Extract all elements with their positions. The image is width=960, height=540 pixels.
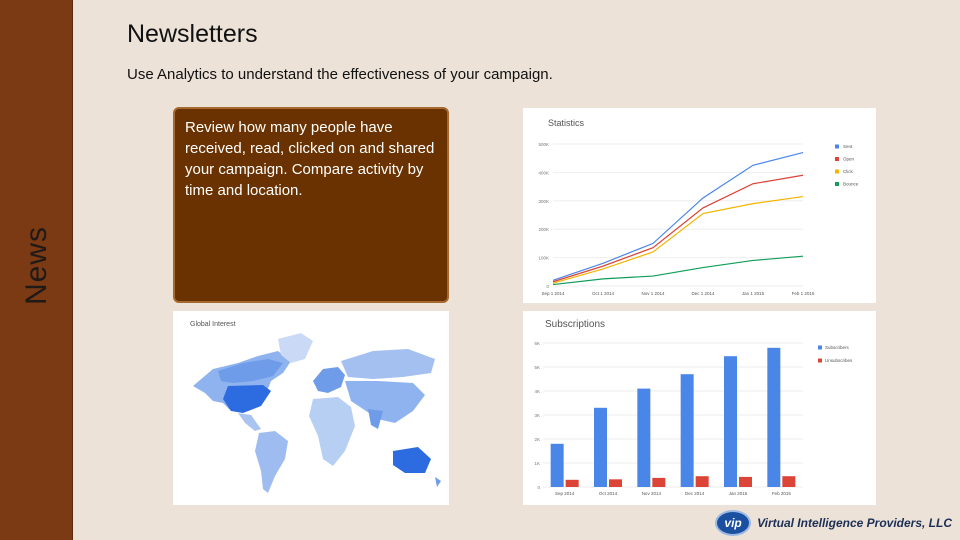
subs-x-tick: Feb 2015: [772, 491, 792, 496]
stats-y-tick: 300K: [538, 199, 549, 204]
stats-y-tick: 500K: [538, 142, 549, 147]
stats-legend-label: Click: [843, 169, 853, 174]
subs-bar-subscribers: [637, 388, 651, 487]
subs-y-tick: 3K: [534, 413, 540, 418]
statistics-chart: Statistics 0 100K 200K 300K 400K 500K Sep 1 20…: [538, 118, 859, 296]
map-panel: Global Interest: [173, 311, 449, 505]
subs-bar-subscribers: [594, 407, 607, 487]
subs-y-tick: 5K: [534, 365, 540, 370]
stats-series-sent: [552, 151, 804, 281]
callout-box: Review how many people have received, re…: [173, 107, 449, 303]
stats-series-bounce: [552, 255, 804, 286]
stats-legend-swatch: [835, 157, 839, 161]
map-region-greenland: [278, 333, 313, 363]
stats-x-tick: Nov 1 2014: [641, 291, 665, 296]
subs-x-tick: Jan 2015: [729, 491, 748, 496]
stats-x-tick: Dec 1 2014: [691, 291, 715, 296]
subs-x-tick: Nov 2014: [642, 491, 662, 496]
map-region-canada: [218, 359, 283, 383]
subs-bar-subscribers: [550, 443, 564, 487]
subs-legend-label: Unsubscribes: [825, 358, 853, 363]
statistics-panel: Statistics 0 100K 200K 300K 400K 500K Sep 1 20…: [523, 108, 876, 303]
callout-text: Review how many people have received, re…: [185, 119, 435, 199]
subscriptions-chart: Subscriptions 0 1K 2K 3K 4K 5K 6K Sep 2014 Oct 2…: [534, 319, 853, 496]
subs-legend-label: Subscribers: [825, 345, 850, 350]
slide-subtitle: Use Analytics to understand the effectiv…: [127, 66, 553, 83]
subs-bar-subscribers: [767, 347, 781, 487]
map-region-europe: [313, 367, 345, 393]
subscriptions-title: Subscriptions: [545, 319, 605, 330]
map-region-india: [368, 409, 383, 429]
subs-legend-swatch: [818, 358, 822, 363]
subscriptions-panel: Subscriptions 0 1K 2K 3K 4K 5K 6K Sep 2014 Oct 2…: [523, 311, 876, 505]
sidebar-band: News: [0, 0, 73, 540]
stats-legend-swatch: [835, 169, 839, 174]
stats-series-click: [552, 195, 804, 284]
map-region-asia: [345, 381, 425, 423]
stats-series-open: [552, 174, 804, 283]
map-region-usa: [223, 385, 271, 413]
stats-x-tick: Jan 1 2015: [742, 291, 765, 296]
subs-bar-unsubscribes: [739, 476, 752, 487]
stats-y-tick: 400K: [538, 170, 549, 175]
map-region-australia: [393, 447, 431, 473]
stats-y-tick: 0: [546, 284, 549, 289]
subs-bar-subscribers: [724, 356, 737, 487]
subs-bar-unsubscribes: [565, 479, 579, 487]
subs-x-tick: Oct 2014: [599, 491, 618, 496]
stats-legend-label: Bounce: [843, 182, 859, 187]
subs-y-tick: 0: [537, 485, 540, 490]
subs-bar-unsubscribes: [652, 477, 666, 487]
company-name: Virtual Intelligence Providers, LLC: [757, 516, 952, 530]
stats-legend-label: Open: [843, 157, 855, 162]
subs-legend-swatch: [818, 345, 822, 350]
map-region-new-zealand: [435, 477, 441, 487]
subs-x-tick: Sep 2014: [555, 491, 575, 496]
stats-y-tick: 200K: [538, 227, 549, 232]
stats-x-tick: Oct 1 2014: [592, 291, 615, 296]
map-region-africa: [309, 397, 355, 466]
map-region-central-america: [238, 413, 261, 431]
stats-y-tick: 100K: [538, 256, 549, 261]
stats-legend-swatch: [835, 182, 839, 186]
subs-y-tick: 4K: [534, 389, 540, 394]
map-region-south-america: [255, 431, 288, 493]
map-title: Global Interest: [190, 321, 236, 328]
stats-x-tick: Sep 1 2014: [541, 291, 565, 296]
map-region-russia: [341, 349, 435, 379]
stats-x-tick: Feb 1 2015: [792, 291, 815, 296]
stats-legend-swatch: [835, 144, 839, 149]
subs-bar-unsubscribes: [782, 476, 796, 487]
stats-legend-label: Sent: [843, 144, 853, 149]
world-map: Global Interest: [190, 321, 441, 493]
subs-y-tick: 2K: [534, 437, 540, 442]
subs-y-tick: 1K: [534, 461, 540, 466]
vip-logo-icon: vip: [715, 510, 752, 536]
sidebar-label: News: [20, 225, 53, 305]
subs-bar-subscribers: [680, 374, 694, 487]
subs-y-tick: 6K: [534, 341, 540, 346]
statistics-title: Statistics: [548, 118, 585, 128]
slide-title: Newsletters: [127, 20, 258, 48]
subs-x-tick: Dec 2014: [685, 491, 705, 496]
subs-bar-unsubscribes: [695, 476, 709, 487]
company-logo: vip Virtual Intelligence Providers, LLC: [715, 510, 952, 536]
subs-bar-unsubscribes: [609, 479, 622, 487]
